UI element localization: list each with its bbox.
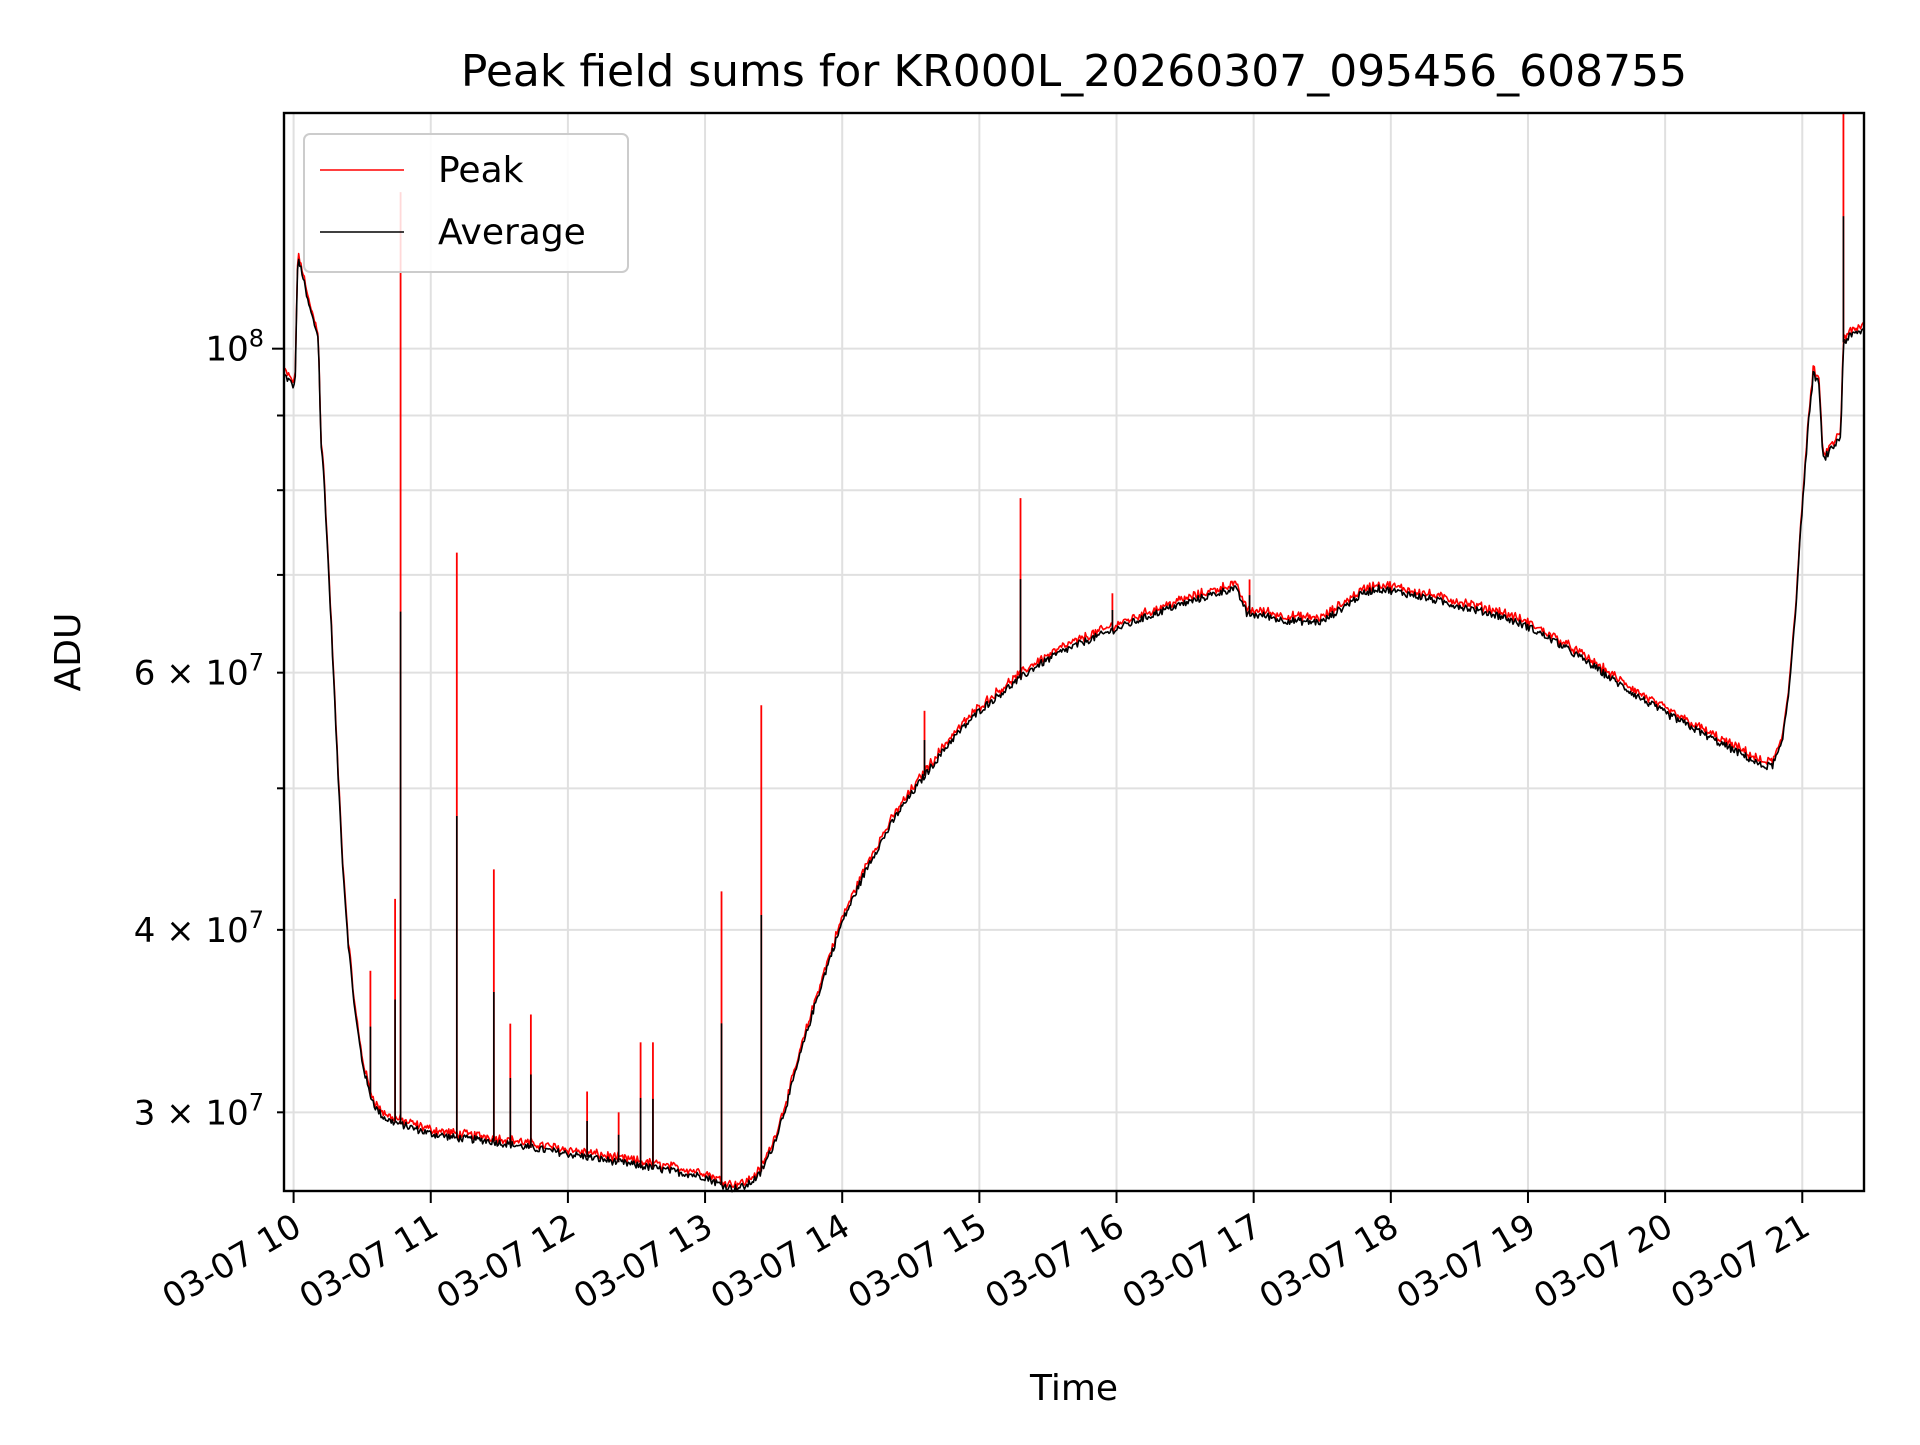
y-tick-label: 3 × 107 — [134, 1088, 264, 1133]
y-tick-label: 6 × 107 — [134, 649, 264, 694]
x-tick-label: 03-07 14 — [704, 1206, 856, 1317]
x-tick-label: 03-07 20 — [1527, 1206, 1679, 1317]
legend-label-average: Average — [438, 212, 586, 253]
series-line-average — [283, 258, 1865, 1193]
x-axis-label: Time — [1029, 1368, 1118, 1409]
legend-label-peak: Peak — [438, 150, 524, 191]
legend-box — [303, 133, 629, 273]
chart-title: Peak field sums for KR000L_20260307_0954… — [461, 46, 1687, 97]
y-axis-label: ADU — [48, 613, 89, 692]
x-tick-label: 03-07 11 — [293, 1206, 445, 1317]
x-tick-label: 03-07 10 — [156, 1206, 308, 1317]
x-tick-label: 03-07 21 — [1664, 1206, 1816, 1317]
grid — [284, 113, 1864, 1191]
series-layer — [283, 113, 1865, 1193]
x-tick-label: 03-07 19 — [1390, 1206, 1542, 1317]
y-tick-label: 4 × 107 — [134, 906, 264, 951]
legend: Peak Average — [303, 133, 629, 273]
series-line-peak — [283, 252, 1865, 1190]
x-tick-label: 03-07 17 — [1116, 1206, 1268, 1317]
axes-frame — [282, 111, 1866, 1193]
x-tick-label: 03-07 12 — [430, 1206, 582, 1317]
x-tick-label: 03-07 15 — [841, 1206, 993, 1317]
x-tick-label: 03-07 18 — [1253, 1206, 1405, 1317]
x-tick-label: 03-07 16 — [979, 1206, 1131, 1317]
y-tick-label: 108 — [205, 325, 264, 370]
x-tick-label: 03-07 13 — [567, 1206, 719, 1317]
